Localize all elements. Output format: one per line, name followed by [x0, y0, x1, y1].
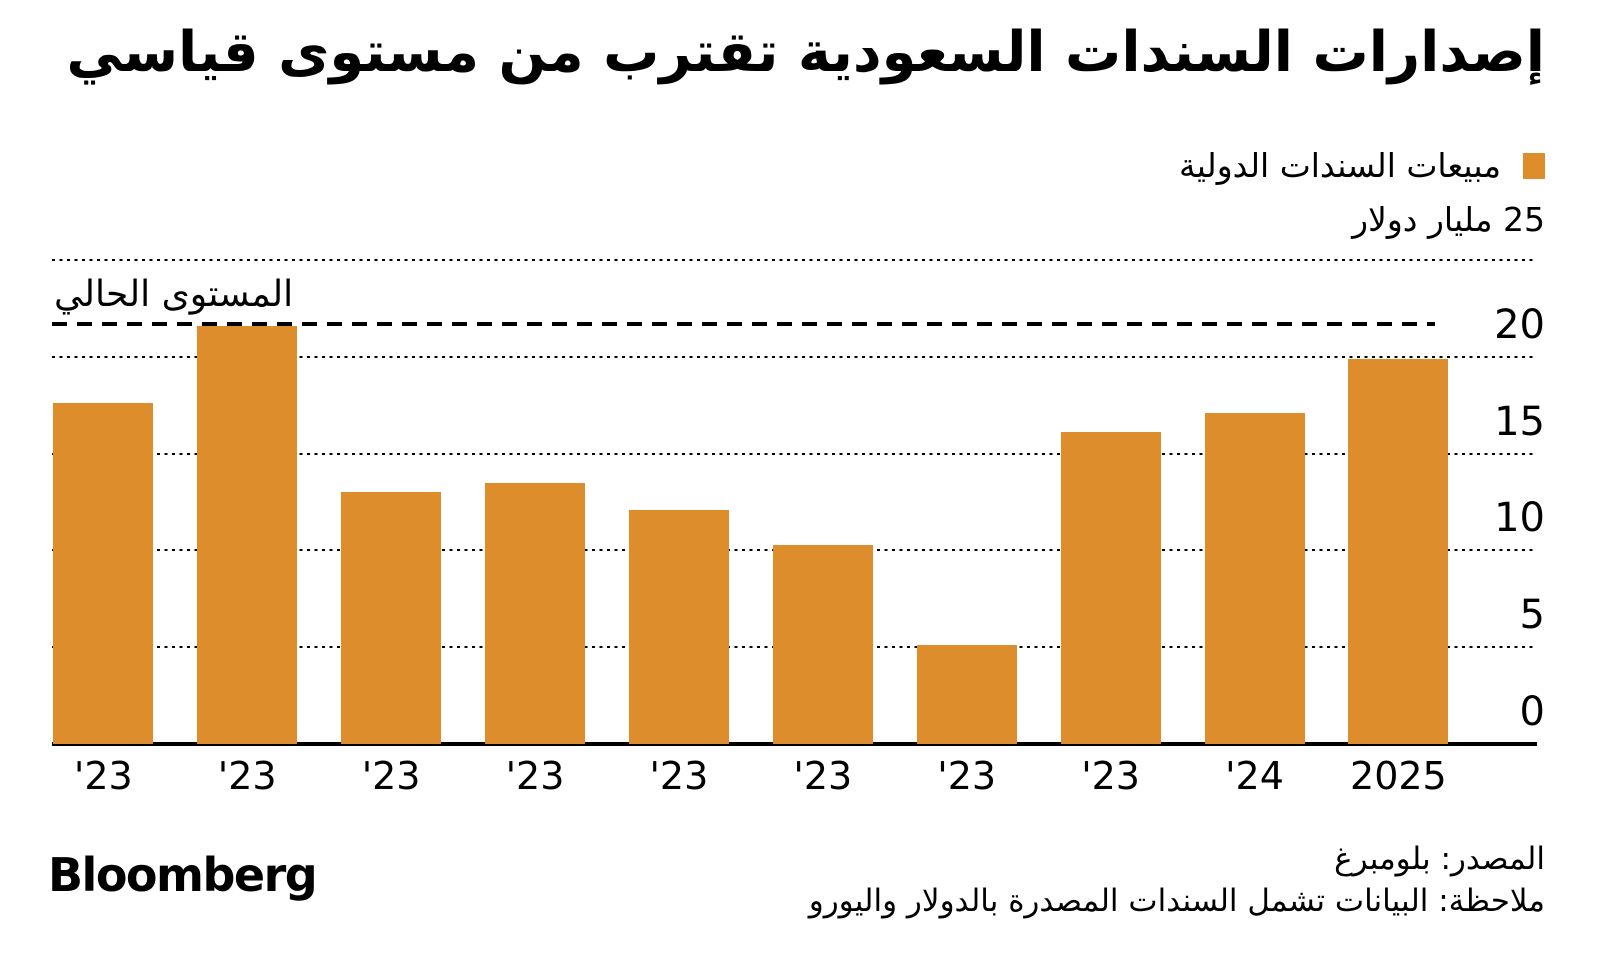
current-level-annotation: المستوى الحالي — [54, 274, 294, 315]
y-axis-tick-label: 5 — [1519, 592, 1545, 639]
x-axis-tick-label: '23 — [937, 754, 997, 798]
bar — [1060, 432, 1161, 744]
x-axis-tick-label: '23 — [1081, 754, 1140, 798]
bar — [53, 403, 154, 744]
bar — [485, 482, 585, 744]
y-axis-tick-label: 0 — [1519, 689, 1545, 735]
plot-area: المستوى الحالي 20 15 10 5 0 — [52, 259, 1545, 746]
legend-label: مبيعات السندات الدولية — [1179, 146, 1501, 185]
bloomberg-logo: Bloomberg — [48, 848, 318, 902]
source-line: المصدر: بلومبرغ — [1334, 841, 1545, 877]
y-gridline — [52, 452, 1537, 455]
y-gridline — [52, 355, 1537, 358]
note-line: ملاحظة: البيانات تشمل السندات المصدرة با… — [808, 883, 1545, 919]
x-axis-line — [52, 742, 1537, 746]
x-axis-tick-label: '23 — [73, 754, 133, 798]
x-axis-tick-label: '23 — [793, 754, 853, 798]
legend: مبيعات السندات الدولية — [1179, 146, 1545, 185]
x-axis-tick-label: '23 — [217, 754, 277, 798]
y-axis-tick-label: 20 — [1494, 301, 1545, 348]
x-axis-tick-label: 2025 — [1350, 754, 1447, 798]
legend-swatch-icon — [1523, 152, 1545, 179]
x-axis-tick-label: '24 — [1225, 754, 1284, 798]
x-axis-tick-label: '23 — [649, 754, 709, 798]
bar — [772, 544, 873, 744]
y-axis-tick-label: 15 — [1494, 398, 1545, 445]
bar — [916, 645, 1017, 744]
x-axis-labels: '23 '23 '23 '23 '23 '23 '23 '23 '24 2025 — [52, 754, 1537, 806]
bar — [197, 325, 298, 744]
x-axis-tick-label: '23 — [505, 754, 565, 798]
y-gridline — [52, 259, 1537, 261]
x-axis-tick-label: '23 — [361, 754, 421, 798]
bar — [341, 492, 442, 744]
y-axis-tick-label: 10 — [1494, 495, 1545, 542]
current-level-dashed-line — [52, 321, 1435, 326]
chart-title: إصدارات السندات السعودية تقترب من مستوى … — [66, 20, 1545, 85]
y-axis-unit-label: 25 مليار دولار — [1352, 200, 1545, 239]
bar — [1204, 412, 1305, 744]
source-note: المصدر: بلومبرغ ملاحظة: البيانات تشمل ال… — [809, 838, 1545, 922]
bar — [628, 509, 729, 744]
bar — [1348, 358, 1449, 744]
